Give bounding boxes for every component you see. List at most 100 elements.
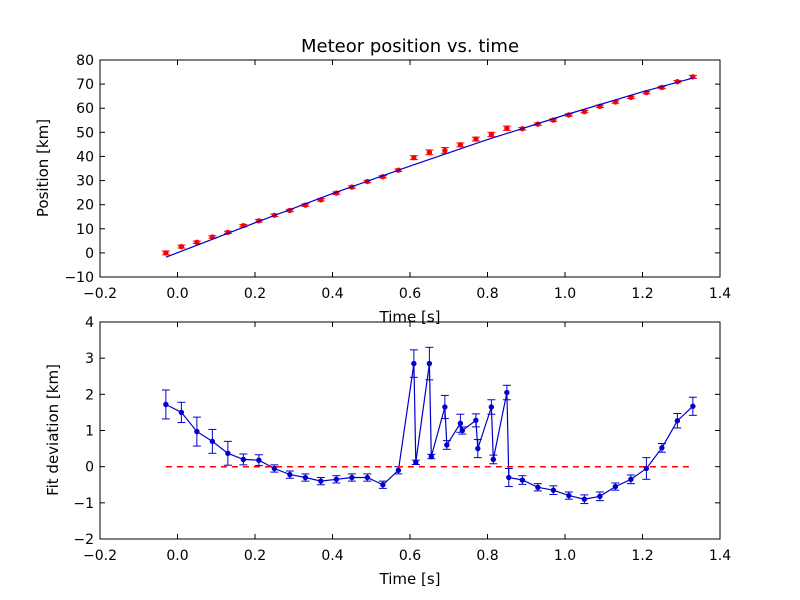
x-tick-label: 1.2 bbox=[631, 548, 653, 564]
y-axis-label: Position [km] bbox=[34, 119, 52, 217]
y-axis-label: Fit deviation [km] bbox=[44, 364, 62, 496]
x-tick-label: 1.2 bbox=[631, 286, 653, 302]
x-tick-label: 1.4 bbox=[709, 286, 731, 302]
x-tick-label: 0.6 bbox=[399, 286, 421, 302]
data-point bbox=[178, 243, 185, 250]
data-point bbox=[457, 142, 464, 148]
data-point bbox=[490, 456, 497, 463]
data-point bbox=[349, 474, 355, 481]
data-point bbox=[506, 474, 512, 481]
data-point bbox=[475, 445, 481, 452]
data-point bbox=[302, 474, 309, 481]
data-point bbox=[566, 492, 572, 499]
y-tick-label: 30 bbox=[76, 174, 94, 190]
deviation-chart-marks bbox=[161, 346, 697, 505]
data-point bbox=[287, 471, 293, 478]
data-point bbox=[411, 360, 417, 367]
deviation-chart: −0.2 0.0 0.2 0.4 0.6 0.8 1.0 1.2 1.4 −2 −1 0 1 2 3 4 Ti… bbox=[44, 315, 731, 588]
data-point bbox=[457, 420, 464, 426]
data-point bbox=[194, 428, 200, 435]
y-tick-label: 40 bbox=[76, 149, 94, 165]
data-point bbox=[426, 149, 433, 156]
y-tick-label: 1 bbox=[85, 424, 94, 440]
position-chart: Meteor position vs. time −0.2 0.0 0.2 0.4 0.… bbox=[34, 36, 731, 326]
x-tick-label: 0.8 bbox=[476, 548, 498, 564]
data-point bbox=[674, 418, 681, 424]
data-point bbox=[643, 465, 650, 472]
y-tick-label: 0 bbox=[85, 460, 94, 476]
x-tick-label: 1.4 bbox=[709, 548, 731, 564]
chart-title: Meteor position vs. time bbox=[301, 36, 519, 57]
x-tick-label: 0.2 bbox=[244, 286, 266, 302]
y-tick-label: −10 bbox=[64, 270, 94, 286]
data-point bbox=[519, 477, 526, 483]
y-tick-label: 70 bbox=[76, 77, 94, 93]
series-line bbox=[165, 77, 694, 258]
x-tick-label: 0.0 bbox=[166, 286, 188, 302]
data-point bbox=[333, 476, 340, 483]
data-point bbox=[380, 482, 386, 488]
y-tick-label: −2 bbox=[73, 532, 94, 548]
y-tick-label: 3 bbox=[85, 351, 94, 367]
data-point bbox=[442, 404, 448, 410]
data-point bbox=[488, 404, 495, 410]
data-point bbox=[395, 467, 402, 473]
data-point bbox=[550, 487, 557, 493]
y-tick-label: 2 bbox=[85, 387, 94, 403]
data-point bbox=[444, 442, 450, 448]
data-point bbox=[413, 459, 419, 466]
data-point bbox=[504, 125, 510, 131]
y-tick-label: 60 bbox=[76, 101, 94, 117]
data-point bbox=[163, 250, 169, 256]
y-tick-label: 0 bbox=[85, 246, 94, 262]
data-point bbox=[240, 456, 247, 463]
y-tick-label: 20 bbox=[76, 198, 94, 214]
data-point bbox=[612, 483, 619, 490]
data-point bbox=[628, 476, 634, 483]
x-tick-label: 0.2 bbox=[244, 548, 266, 564]
data-point bbox=[442, 147, 448, 154]
data-point bbox=[364, 474, 371, 481]
x-tick-label: 0.6 bbox=[399, 548, 421, 564]
data-point bbox=[271, 465, 278, 472]
data-point bbox=[473, 136, 479, 142]
data-point bbox=[194, 239, 200, 245]
data-point bbox=[163, 401, 169, 408]
x-tick-label: −0.2 bbox=[83, 286, 117, 302]
x-axis-label: Time [s] bbox=[379, 570, 441, 588]
position-chart-ticks: −0.2 0.0 0.2 0.4 0.6 0.8 1.0 1.2 1.4 −10 0 10 20 30 40… bbox=[64, 53, 731, 302]
data-point bbox=[597, 493, 603, 500]
data-point bbox=[209, 438, 216, 445]
position-chart-marks bbox=[161, 74, 697, 258]
data-point bbox=[428, 453, 435, 460]
data-point bbox=[178, 409, 185, 416]
data-point bbox=[581, 496, 588, 502]
data-point bbox=[225, 450, 231, 456]
y-tick-label: 80 bbox=[76, 53, 94, 69]
x-tick-label: 1.0 bbox=[554, 286, 576, 302]
y-tick-label: 50 bbox=[76, 125, 94, 141]
data-point bbox=[411, 154, 417, 161]
data-point bbox=[535, 484, 541, 490]
data-point bbox=[473, 417, 479, 424]
x-tick-label: 1.0 bbox=[554, 548, 576, 564]
x-tick-label: 0.0 bbox=[166, 548, 188, 564]
data-point bbox=[459, 427, 466, 434]
data-point bbox=[504, 389, 510, 396]
x-tick-label: −0.2 bbox=[83, 548, 117, 564]
y-tick-label: 4 bbox=[85, 315, 94, 331]
data-point bbox=[488, 131, 495, 138]
x-tick-label: 0.8 bbox=[476, 286, 498, 302]
data-point bbox=[659, 445, 665, 451]
deviation-chart-ticks: −0.2 0.0 0.2 0.4 0.6 0.8 1.0 1.2 1.4 −2 −1 0 1 2 3 4 bbox=[73, 315, 731, 564]
data-point bbox=[690, 403, 696, 409]
data-point bbox=[256, 457, 262, 463]
y-tick-label: −1 bbox=[73, 496, 94, 512]
x-tick-label: 0.4 bbox=[321, 286, 343, 302]
data-point bbox=[318, 478, 324, 484]
data-point bbox=[426, 360, 433, 367]
y-tick-label: 10 bbox=[76, 222, 94, 238]
x-tick-label: 0.4 bbox=[321, 548, 343, 564]
